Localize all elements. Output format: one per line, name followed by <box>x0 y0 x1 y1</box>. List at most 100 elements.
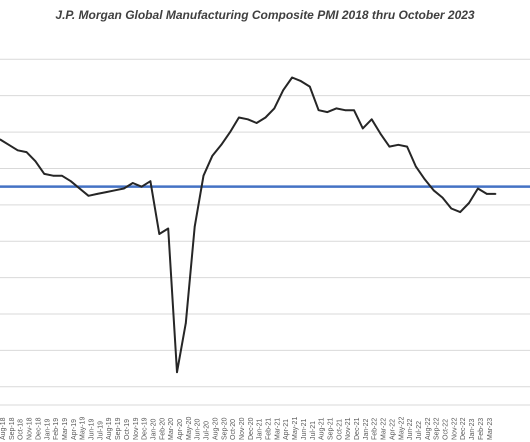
x-tick-label: Oct-20 <box>230 419 237 440</box>
x-tick-label: May-21 <box>292 417 299 440</box>
x-tick-label: Aug-22 <box>425 417 432 440</box>
x-tick-label: Feb-19 <box>53 418 60 440</box>
x-tick-label: Dec-21 <box>354 417 361 440</box>
data-point <box>96 193 99 195</box>
x-tick-label: Sep-21 <box>327 417 334 440</box>
data-point <box>185 322 187 324</box>
x-tick-label: Aug-21 <box>319 417 326 440</box>
data-point <box>494 193 497 195</box>
data-point <box>486 193 488 195</box>
x-tick-label: Oct-22 <box>443 419 450 440</box>
data-point <box>114 189 116 192</box>
series-group <box>0 76 497 374</box>
data-point <box>362 127 364 130</box>
data-point <box>247 118 249 121</box>
data-point <box>282 89 285 91</box>
x-tick-label: Mar-22 <box>381 418 388 440</box>
data-point <box>468 202 470 204</box>
x-axis-ticks: Aug-18 Sep-18 Oct-18 Nov-18 Dec-18 Jan-19 Feb-… <box>0 417 494 440</box>
data-point <box>370 118 373 121</box>
data-point <box>432 189 435 192</box>
data-point <box>291 76 293 79</box>
x-tick-label: Jul-21 <box>310 421 317 440</box>
x-tick-label: Nov-21 <box>345 417 352 440</box>
x-tick-label: May-22 <box>398 417 405 440</box>
x-tick-label: Feb-20 <box>159 418 166 440</box>
x-tick-label: Jan-19 <box>44 418 51 440</box>
x-tick-label: Sep-20 <box>221 417 228 440</box>
data-point <box>132 182 134 184</box>
data-point <box>415 165 417 168</box>
data-point <box>459 211 462 213</box>
data-point <box>105 191 107 193</box>
x-tick-label: Nov-22 <box>451 417 458 440</box>
x-tick-label: Nov-19 <box>133 417 140 440</box>
data-point <box>43 173 46 175</box>
data-point <box>25 151 28 153</box>
x-tick-label: Apr-21 <box>283 419 290 440</box>
x-tick-label: Jul-19 <box>97 421 104 440</box>
x-tick-label: Dec-22 <box>460 417 467 440</box>
x-tick-label: Sep-22 <box>434 417 441 440</box>
data-point <box>8 144 10 146</box>
data-point <box>140 185 143 188</box>
data-point <box>123 187 125 190</box>
x-tick-label: Nov-20 <box>239 417 246 440</box>
data-point <box>264 116 267 119</box>
x-tick-label: Feb-22 <box>372 418 379 440</box>
x-tick-label: Apr-20 <box>177 419 184 440</box>
data-point <box>149 180 152 182</box>
data-point <box>211 154 214 157</box>
x-tick-label: Dec-20 <box>248 417 255 440</box>
x-tick-label: Apr-22 <box>389 419 396 440</box>
x-tick-label: Jun-20 <box>195 418 202 440</box>
data-point <box>388 145 391 148</box>
x-tick-label: Dec-18 <box>35 417 42 440</box>
data-point <box>238 116 240 119</box>
x-tick-label: Mar-19 <box>62 418 69 440</box>
data-point <box>176 371 178 374</box>
data-point <box>273 107 276 110</box>
data-point <box>477 187 479 190</box>
x-tick-label: Jun-21 <box>301 418 308 440</box>
x-tick-label: Dec-19 <box>142 417 149 440</box>
x-tick-label: Jul-20 <box>204 421 211 440</box>
x-tick-label: Feb-21 <box>266 418 273 440</box>
data-point <box>78 187 81 190</box>
data-point <box>397 144 400 146</box>
data-point <box>61 174 63 177</box>
data-point <box>406 145 408 148</box>
data-point <box>450 207 453 210</box>
data-point <box>158 233 161 235</box>
x-tick-label: Jun-22 <box>407 418 414 440</box>
x-tick-label: Oct-18 <box>18 419 25 440</box>
data-point <box>0 138 1 141</box>
x-tick-label: Sep-19 <box>115 417 122 440</box>
data-point <box>335 107 338 110</box>
x-tick-label: Jan-22 <box>363 418 370 440</box>
x-tick-label: Sep-18 <box>9 417 16 440</box>
data-point <box>255 122 258 124</box>
data-point <box>353 109 355 111</box>
data-point <box>229 131 231 133</box>
data-point <box>202 174 205 177</box>
x-tick-label: Aug-19 <box>106 417 113 440</box>
data-point <box>193 225 196 228</box>
x-tick-label: May-20 <box>186 417 193 440</box>
data-point <box>379 133 382 135</box>
data-point <box>87 195 90 197</box>
x-tick-label: Jan-23 <box>469 418 476 440</box>
x-tick-label: Mar-21 <box>274 418 281 440</box>
data-point <box>317 109 320 111</box>
data-point <box>424 178 426 181</box>
chart-title: J.P. Morgan Global Manufacturing Composi… <box>55 8 475 22</box>
x-tick-label: Oct-19 <box>124 419 131 440</box>
data-point <box>167 227 169 230</box>
gridlines <box>0 58 530 406</box>
data-point <box>309 85 311 88</box>
data-point <box>34 160 37 162</box>
x-tick-label: Jun-19 <box>89 418 96 440</box>
data-point <box>326 111 329 113</box>
